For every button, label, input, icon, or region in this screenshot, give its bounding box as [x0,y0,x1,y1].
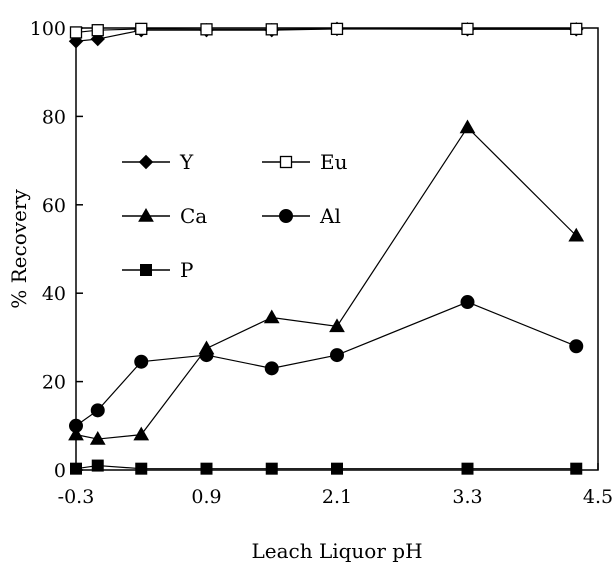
data-point-eu [91,24,104,37]
y-tick-label: 40 [42,283,66,305]
series-line-p [75,464,577,470]
x-tick-label: -0.3 [58,486,95,508]
data-point-ca [68,426,84,441]
data-point-al [569,339,584,354]
data-point-eu [330,22,344,36]
series-eu [69,22,583,39]
data-point-al [199,348,214,363]
data-point-eu [200,23,213,36]
legend-label: Y [179,150,194,174]
legend-item-eu: Eu [262,150,348,174]
data-point-ca [89,431,106,445]
y-tick-label: 100 [30,18,66,40]
x-tick-label: 0.9 [191,486,221,508]
data-point-eu [265,23,278,36]
data-point-p [331,462,343,475]
data-point-al [69,418,83,433]
data-point-al [460,295,475,310]
y-tick-label: 60 [42,195,66,217]
y-tick-label: 80 [42,106,66,128]
data-point-eu [461,22,474,36]
axes: 0 20 40 60 80 100 -0.3 0.9 2.1 3.3 4.5 [30,18,613,508]
data-point-p [461,462,474,475]
x-tick-label: 3.3 [452,486,482,508]
x-tick-label: 4.5 [583,486,613,508]
series-p [70,459,583,475]
data-point-ca [459,119,476,134]
data-point-ca [568,227,585,242]
legend-item-ca: Ca [122,204,207,228]
data-point-eu [69,26,83,39]
legend-marker-p [140,264,152,276]
data-point-ca [133,426,150,441]
data-point-eu [570,22,583,36]
legend-label: Eu [320,150,348,174]
data-point-p [70,462,82,475]
data-point-al [134,354,149,369]
series-group [68,21,585,475]
data-point-p [265,462,278,475]
data-point-al [90,403,105,418]
data-point-al [330,348,344,363]
legend-marker-al [279,209,293,223]
y-axis-title: % Recovery [7,189,31,309]
series-ca [68,119,585,445]
data-point-p [570,462,583,475]
data-point-al [264,361,279,376]
y-tick-label: 0 [54,460,66,482]
data-point-eu [135,22,148,36]
series-al [69,295,584,433]
legend-item-p: P [122,258,193,282]
data-point-ca [329,318,345,333]
series-line-ca [75,126,577,440]
series-line-y [75,28,577,42]
data-point-p [91,459,104,472]
data-point-p [200,462,213,475]
data-point-ca [263,309,280,324]
plot-frame [75,27,599,471]
x-axis-title: Leach Liquor pH [251,539,422,563]
legend: Y Eu Ca Al P [122,150,348,282]
legend-marker-eu [279,155,293,169]
x-tick-label: 2.1 [322,486,352,508]
legend-label: P [180,258,193,282]
data-point-p [135,462,148,475]
legend-label: Al [319,204,341,228]
legend-label: Ca [180,204,207,228]
series-line-eu [75,28,577,34]
legend-marker-y [138,154,154,170]
series-line-al [75,301,577,427]
y-tick-label: 20 [42,372,66,394]
legend-item-al: Al [262,204,341,228]
legend-item-y: Y [122,150,194,174]
legend-marker-ca [138,207,154,222]
